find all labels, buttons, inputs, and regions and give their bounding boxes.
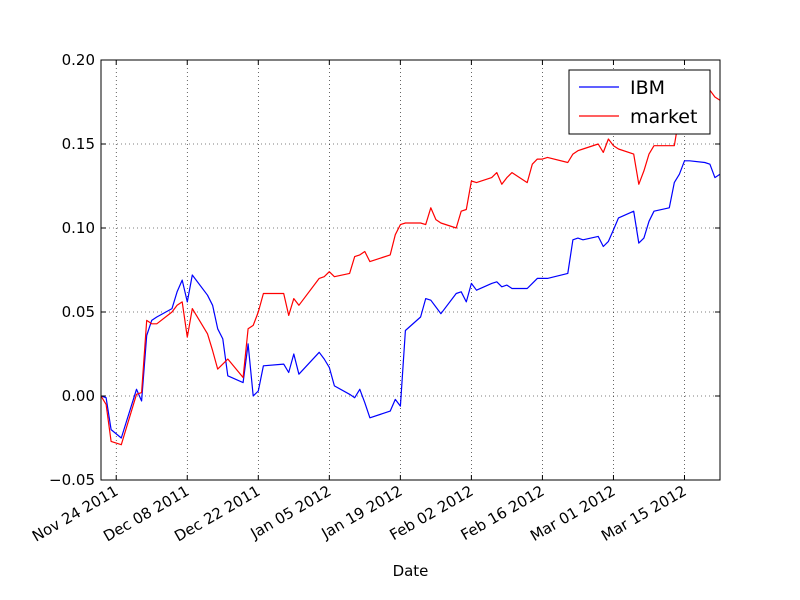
legend-label-ibm: IBM (630, 77, 665, 99)
legend-label-market: market (630, 106, 697, 128)
series-line-ibm (101, 160, 720, 439)
legend: IBM market (568, 69, 711, 135)
series-lines (101, 86, 720, 446)
y-tick-label: 0.20 (62, 51, 95, 69)
x-axis-label: Date (393, 562, 429, 580)
ticks (101, 59, 720, 481)
y-tick-label: 0.15 (62, 135, 95, 153)
legend-box (568, 69, 711, 135)
y-tick-label: −0.05 (49, 471, 95, 489)
series-line-market (101, 86, 720, 446)
y-tick-label: 0.10 (62, 219, 95, 237)
plot-frame (100, 59, 721, 481)
y-tick-label: 0.05 (62, 303, 95, 321)
y-tick-label: 0.00 (62, 387, 95, 405)
